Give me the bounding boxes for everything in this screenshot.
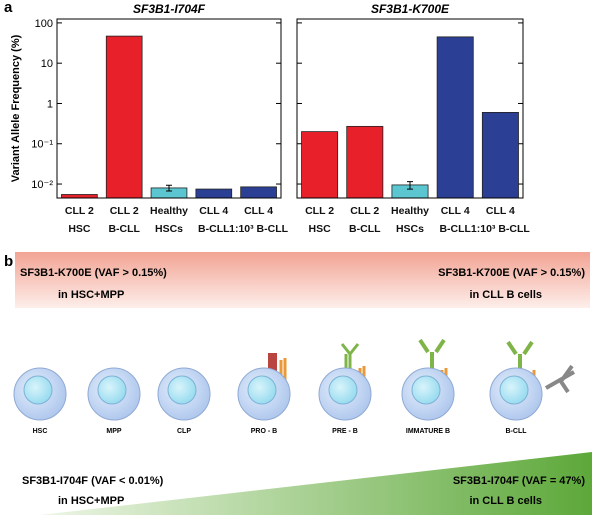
banner-text: SF3B1-K700E (VAF > 0.15%) — [438, 267, 585, 279]
y-tick-label: 100 — [35, 18, 53, 30]
plot-frame — [56, 18, 282, 199]
banner-text: in CLL B cells — [469, 289, 542, 301]
y-tick-label: 10 — [41, 58, 53, 70]
x-tick-label: CLL 2 B-CLL — [349, 205, 381, 235]
bar — [436, 36, 474, 199]
cell-label: CLP — [177, 428, 191, 435]
bar — [301, 131, 339, 199]
bar — [346, 125, 384, 199]
x-tick-label: CLL 4 1:10³ B-CLL — [229, 205, 289, 235]
x-tick-label: CLL 4 1:10³ B-CLL — [470, 205, 530, 235]
x-tick-label: CLL 4 B-CLL — [198, 205, 230, 235]
cell-label: MPP — [106, 428, 122, 435]
banner-text: in CLL B cells — [469, 495, 542, 507]
nucleus — [499, 375, 529, 405]
cell-label: PRE - B — [332, 428, 358, 435]
cell-label: HSC — [33, 428, 48, 435]
banner — [40, 452, 592, 515]
error-bar — [407, 181, 413, 190]
bar — [61, 194, 98, 199]
nucleus — [167, 375, 197, 405]
cell-label: B-CLL — [506, 428, 528, 435]
panel-label: a — [4, 0, 13, 16]
x-tick-label: Healthy HSCs — [391, 205, 429, 235]
x-tick-label: CLL 2 HSC — [305, 205, 335, 235]
banner-text: SF3B1-K700E (VAF > 0.15%) — [20, 267, 167, 279]
bar — [105, 35, 143, 199]
banner-text: SF3B1-I704F (VAF = 47%) — [453, 475, 585, 487]
nucleus — [23, 375, 53, 405]
banner-text: SF3B1-I704F (VAF < 0.01%) — [22, 475, 164, 487]
y-tick-label: 10⁻¹ — [31, 139, 53, 151]
bar — [240, 186, 277, 199]
x-tick-label: Healthy HSCs — [150, 205, 188, 235]
nucleus — [97, 375, 127, 405]
cell-label: PRO - B — [251, 428, 277, 435]
y-axis-label: Variant Allele Frequency (%) — [10, 34, 22, 182]
banner-text: in HSC+MPP — [58, 495, 124, 507]
nucleus — [328, 375, 358, 405]
plot-frame — [296, 18, 524, 199]
banner-text: in HSC+MPP — [58, 289, 124, 301]
bar — [195, 188, 233, 199]
banner — [15, 252, 590, 308]
error-bar — [166, 184, 172, 192]
y-tick-label: 10⁻² — [31, 179, 53, 191]
nucleus — [247, 375, 277, 405]
y-tick-label: 1 — [47, 98, 53, 110]
nucleus — [411, 375, 441, 405]
chart-title: SF3B1-K700E — [371, 2, 450, 16]
x-tick-label: CLL 2 HSC — [64, 205, 94, 235]
x-tick-label: CLL 2 B-CLL — [108, 205, 140, 235]
chart-title: SF3B1-I704F — [133, 2, 206, 16]
x-tick-label: CLL 4 B-CLL — [439, 205, 471, 235]
panel-label: b — [4, 253, 13, 270]
cell-label: IMMATURE B — [406, 428, 450, 435]
bar — [481, 112, 519, 199]
